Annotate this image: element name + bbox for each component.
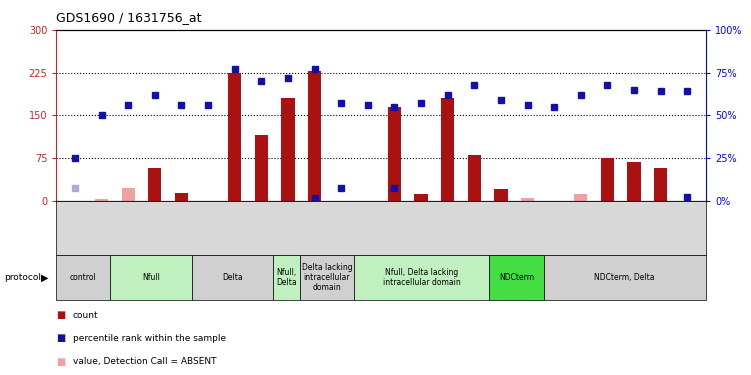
- Text: GDS1690 / 1631756_at: GDS1690 / 1631756_at: [56, 11, 202, 24]
- Bar: [175, 193, 188, 201]
- Bar: [415, 194, 428, 201]
- Bar: [95, 200, 108, 201]
- Text: ■: ■: [56, 357, 65, 366]
- Bar: [494, 189, 508, 201]
- Bar: [388, 107, 401, 201]
- Text: Delta: Delta: [222, 273, 243, 282]
- Bar: [575, 194, 587, 201]
- Text: ■: ■: [56, 333, 65, 343]
- Text: NDCterm: NDCterm: [499, 273, 534, 282]
- Text: Nfull,
Delta: Nfull, Delta: [276, 268, 297, 287]
- Text: ▶: ▶: [41, 273, 49, 282]
- Text: Nfull: Nfull: [142, 273, 160, 282]
- Text: ■: ■: [56, 310, 65, 320]
- Bar: [627, 162, 641, 201]
- Text: count: count: [73, 310, 98, 320]
- Bar: [308, 71, 321, 201]
- Bar: [601, 158, 614, 201]
- Bar: [521, 198, 534, 201]
- Bar: [282, 98, 294, 201]
- Text: percentile rank within the sample: percentile rank within the sample: [73, 334, 226, 343]
- Bar: [255, 135, 268, 201]
- Bar: [441, 98, 454, 201]
- Bar: [654, 168, 668, 201]
- Bar: [228, 73, 241, 201]
- Text: NDCterm, Delta: NDCterm, Delta: [595, 273, 655, 282]
- Text: control: control: [70, 273, 97, 282]
- Bar: [122, 188, 135, 201]
- Text: value, Detection Call = ABSENT: value, Detection Call = ABSENT: [73, 357, 216, 366]
- Bar: [148, 168, 161, 201]
- Bar: [468, 155, 481, 201]
- Text: Nfull, Delta lacking
intracellular domain: Nfull, Delta lacking intracellular domai…: [383, 268, 460, 287]
- Text: protocol: protocol: [4, 273, 41, 282]
- Text: Delta lacking
intracellular
domain: Delta lacking intracellular domain: [302, 262, 352, 292]
